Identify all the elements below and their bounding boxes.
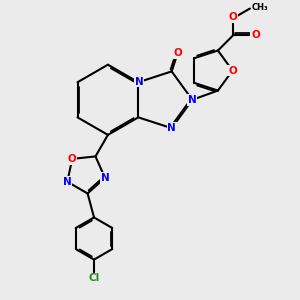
Text: Cl: Cl — [88, 273, 100, 283]
Text: CH₃: CH₃ — [251, 4, 268, 13]
Text: N: N — [100, 173, 109, 183]
Text: O: O — [229, 13, 237, 22]
Text: O: O — [251, 30, 260, 40]
Text: N: N — [167, 123, 176, 133]
Text: N: N — [188, 95, 197, 105]
Text: N: N — [63, 177, 72, 187]
Text: O: O — [228, 65, 237, 76]
Text: O: O — [173, 48, 182, 58]
Text: N: N — [134, 77, 143, 87]
Text: O: O — [68, 154, 76, 164]
